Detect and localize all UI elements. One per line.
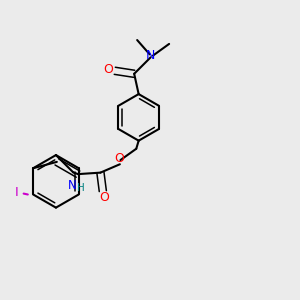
Text: I: I: [15, 187, 19, 200]
Text: H: H: [77, 183, 85, 193]
Text: N: N: [146, 50, 155, 62]
Text: N: N: [68, 179, 76, 192]
Text: O: O: [99, 191, 109, 204]
Text: O: O: [103, 63, 113, 76]
Text: O: O: [114, 152, 124, 165]
